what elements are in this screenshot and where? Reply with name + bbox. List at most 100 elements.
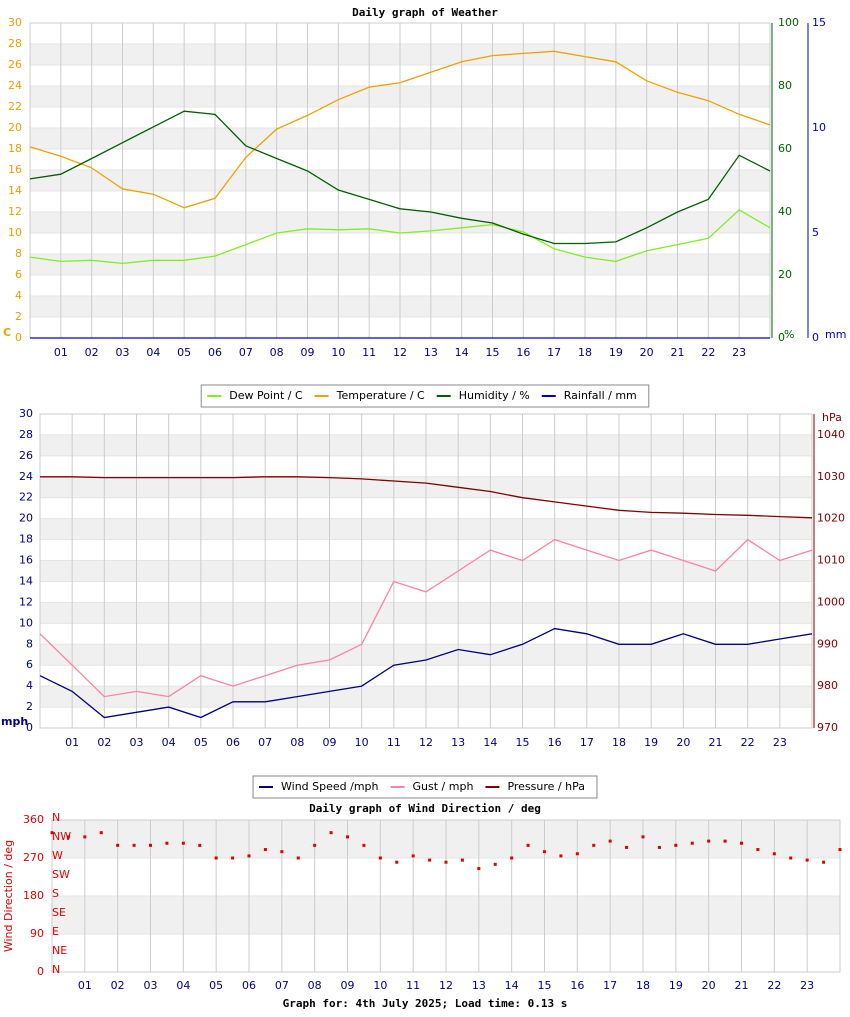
y3-tick-label: 0	[812, 331, 819, 344]
x-tick-label: 16	[516, 346, 530, 359]
y3-tick-label: 15	[812, 16, 826, 29]
y2-tick-label: 0	[778, 331, 785, 344]
series-line	[39, 627, 813, 719]
point	[707, 839, 711, 843]
y2-tick-label: 990	[817, 637, 838, 650]
point	[198, 843, 202, 847]
y-tick-label: 30	[8, 16, 22, 29]
axis-title: Wind Direction / deg	[2, 840, 15, 952]
y2-tick-label: 80	[778, 79, 792, 92]
x-tick-label: 17	[580, 736, 594, 749]
x-tick-label: 18	[578, 346, 592, 359]
x-tick-label: 04	[146, 346, 160, 359]
x-tick-label: 07	[239, 346, 253, 359]
y-tick-label: 28	[8, 37, 22, 50]
point	[165, 841, 169, 845]
point	[378, 856, 382, 860]
y-tick-label: 12	[8, 205, 22, 218]
point	[559, 854, 563, 858]
x-tick-label: 10	[373, 979, 387, 992]
y-tick-label: 26	[8, 58, 22, 71]
axis-unit: %	[784, 328, 794, 341]
x-tick-label: 15	[538, 979, 552, 992]
point	[592, 843, 596, 847]
chart-title: Daily graph of Wind Direction / deg	[309, 802, 541, 815]
point	[149, 843, 152, 847]
legend-label: Dew Point / C	[229, 389, 303, 402]
point	[231, 856, 235, 860]
y-tick-label: 4	[26, 679, 33, 692]
point	[132, 843, 136, 847]
point	[526, 843, 530, 847]
x-tick-label: 22	[701, 346, 715, 359]
point	[50, 831, 54, 835]
x-tick-label: 16	[570, 979, 584, 992]
point	[608, 839, 612, 843]
y-tick-label: 10	[8, 226, 22, 239]
x-tick-label: 23	[800, 979, 814, 992]
point	[543, 850, 546, 854]
x-tick-label: 23	[732, 346, 746, 359]
y2-tick-label: 1020	[817, 512, 845, 525]
y2-tick-label: 20	[778, 268, 792, 281]
x-tick-label: 11	[406, 979, 420, 992]
series-line	[29, 110, 771, 245]
y-tick-label: 270	[23, 851, 44, 864]
point	[805, 858, 809, 862]
x-tick-label: 19	[669, 979, 683, 992]
x-tick-label: 16	[548, 736, 562, 749]
x-tick-label: 09	[301, 346, 315, 359]
x-tick-label: 02	[85, 346, 99, 359]
y-tick-label: 20	[19, 512, 33, 525]
y2-tick-label: 40	[778, 205, 792, 218]
y3-tick-label: 10	[812, 121, 826, 134]
legend-label: Temperature / C	[336, 389, 425, 402]
chart-title: Daily graph of Weather	[352, 6, 498, 19]
x-tick-label: 02	[111, 979, 125, 992]
legend: Wind Speed /mph Gust / mph Pressure / hPa	[252, 775, 598, 799]
point	[181, 841, 185, 845]
point	[444, 860, 448, 864]
x-tick-label: 08	[270, 346, 284, 359]
x-tick-label: 13	[472, 979, 486, 992]
x-tick-label: 18	[612, 736, 626, 749]
x-tick-label: 21	[735, 979, 749, 992]
x-tick-label: 14	[505, 979, 519, 992]
x-tick-label: 20	[640, 346, 654, 359]
x-tick-label: 06	[208, 346, 222, 359]
x-tick-label: 10	[331, 346, 345, 359]
x-tick-label: 22	[767, 979, 781, 992]
axis-unit: C	[3, 326, 11, 339]
legend: Dew Point / C Temperature / C Humidity / %…	[200, 384, 650, 408]
legend-box	[252, 775, 598, 799]
point	[247, 854, 251, 858]
point	[510, 856, 514, 860]
y-tick-label: 2	[26, 700, 33, 713]
x-tick-label: 11	[387, 736, 401, 749]
y2-tick-label: 1000	[817, 595, 845, 608]
y-tick-label: 16	[19, 554, 33, 567]
x-tick-label: 02	[97, 736, 111, 749]
axis-unit: mph	[1, 715, 28, 728]
x-tick-label: 07	[258, 736, 272, 749]
point	[493, 862, 497, 866]
y-tick-label: 14	[8, 184, 22, 197]
point	[575, 852, 579, 856]
y-tick-label: 24	[8, 79, 22, 92]
x-tick-label: 15	[486, 346, 500, 359]
compass-label: NE	[52, 944, 67, 957]
point	[263, 848, 267, 852]
x-tick-label: 18	[636, 979, 650, 992]
legend-label: Pressure / hPa	[507, 780, 585, 793]
series-line	[40, 476, 813, 519]
axis-unit: mm	[825, 328, 846, 341]
point	[296, 856, 300, 860]
point	[657, 845, 661, 849]
footer: Graph for: 4th July 2025; Load time: 0.1…	[283, 997, 568, 1010]
x-tick-label: 19	[609, 346, 623, 359]
x-tick-label: 03	[130, 736, 144, 749]
y2-tick-label: 100	[778, 16, 799, 29]
x-tick-label: 08	[290, 736, 304, 749]
y2-tick-label: 1040	[817, 428, 845, 441]
point	[641, 835, 645, 839]
